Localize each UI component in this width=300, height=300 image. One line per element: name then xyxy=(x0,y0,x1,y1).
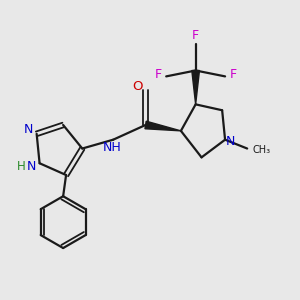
Polygon shape xyxy=(145,121,181,131)
Text: F: F xyxy=(192,29,199,42)
Text: NH: NH xyxy=(102,141,121,154)
Text: N: N xyxy=(24,123,33,136)
Polygon shape xyxy=(192,70,200,104)
Text: H: H xyxy=(17,160,26,173)
Text: N: N xyxy=(226,135,235,148)
Text: O: O xyxy=(132,80,142,93)
Text: CH₃: CH₃ xyxy=(253,145,271,155)
Text: F: F xyxy=(154,68,161,81)
Text: N: N xyxy=(27,160,36,173)
Text: F: F xyxy=(230,68,237,81)
